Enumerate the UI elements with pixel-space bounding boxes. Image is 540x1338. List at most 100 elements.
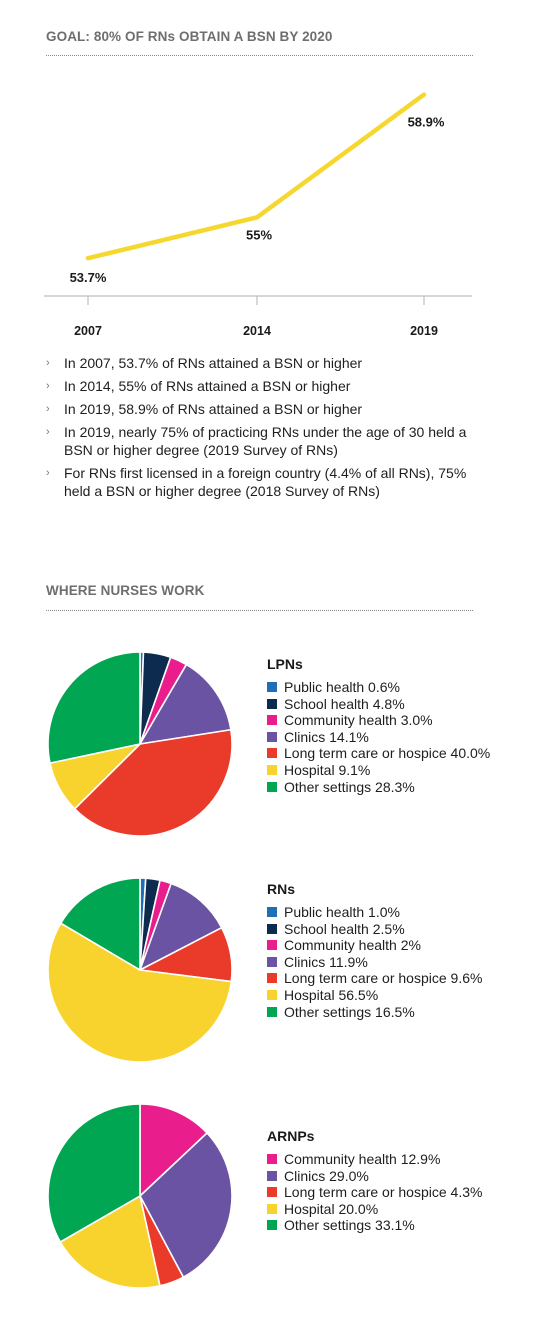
legend-label: Clinics 29.0% [284, 1167, 369, 1184]
legend-swatch [267, 1006, 277, 1017]
legend-label: Community health 3.0% [284, 712, 433, 729]
bullet-item: › In 2014, 55% of RNs attained a BSN or h… [46, 377, 486, 395]
chevron-right-icon: › [46, 357, 50, 369]
legend-swatch [267, 764, 277, 775]
legend-item: School health 4.8% [267, 696, 497, 713]
bullet-text: In 2007, 53.7% of RNs attained a BSN or … [64, 355, 363, 371]
legend-label: School health 4.8% [284, 695, 405, 712]
bullet-text: In 2014, 55% of RNs attained a BSN or hi… [64, 378, 351, 394]
pie-slice [139, 1132, 233, 1278]
legend-item: Community health 3.0% [267, 712, 497, 729]
legend-swatch [267, 1170, 277, 1181]
bullet-item: › For RNs first licensed in a foreign cou… [46, 464, 486, 500]
legend-swatch [267, 1187, 277, 1198]
bullet-text: In 2019, 58.9% of RNs attained a BSN or … [64, 401, 363, 417]
legend-swatch [267, 973, 277, 984]
section-divider [46, 610, 473, 611]
pie-slice [59, 1195, 161, 1289]
bullet-text: In 2019, nearly 75% of practicing RNs un… [64, 424, 467, 458]
legend-swatch [267, 748, 277, 759]
legend-item: Long term care or hospice 4.3% [267, 1184, 497, 1201]
legend-label: Clinics 11.9% [284, 953, 368, 970]
data-label: 58.9% [408, 115, 445, 130]
legend-swatch [267, 1154, 277, 1164]
pie-slice [47, 922, 233, 1063]
legend-label: Public health 1.0% [284, 904, 400, 920]
legend-label: Long term care or hospice 9.6% [284, 970, 483, 987]
legend-swatch [267, 731, 277, 742]
data-label: 53.7% [70, 270, 107, 285]
legend-item: School health 2.5% [267, 921, 497, 938]
legend-swatch [267, 781, 277, 792]
bsn-facts-list: › In 2007, 53.7% of RNs attained a BSN or… [46, 354, 486, 505]
work-section-title: WHERE NURSES WORK [46, 583, 205, 598]
legend-item: Hospital 9.1% [267, 762, 497, 779]
legend-item: Long term care or hospice 9.6% [267, 970, 497, 987]
pie-slice [139, 882, 223, 971]
x-tick-label: 2014 [243, 324, 271, 338]
bullet-item: › In 2019, nearly 75% of practicing RNs u… [46, 423, 486, 459]
legend-swatch [267, 1220, 277, 1231]
legend-swatch [267, 956, 277, 967]
legend-label: Hospital 9.1% [284, 761, 371, 778]
legend-item: Other settings 28.3% [267, 779, 497, 796]
bsn-section-title: GOAL: 80% OF RNs OBTAIN A BSN BY 2020 [46, 29, 333, 44]
x-tick-label: 2007 [74, 324, 102, 338]
legend-item: Long term care or hospice 40.0% [267, 745, 497, 762]
legend-label: Community health 2% [284, 937, 421, 954]
legend-item: Community health 12.9% [267, 1151, 497, 1168]
legend-label: Other settings 28.3% [284, 778, 415, 795]
legend-item: Other settings 16.5% [267, 1004, 497, 1021]
bsn-line-chart: 2007 2014 2019 53.7% 55% 58.9% [44, 92, 472, 338]
x-tick-label: 2019 [410, 324, 438, 338]
legend-swatch [267, 698, 277, 709]
rns-pie-chart [47, 877, 233, 1063]
pie-slice [47, 651, 141, 764]
legend-item: Public health 1.0% [267, 904, 497, 921]
pie-slice [47, 1103, 141, 1243]
legend-label: Long term care or hospice 40.0% [284, 745, 491, 762]
legend-item: Other settings 33.1% [267, 1217, 497, 1234]
bsn-series-line [85, 92, 427, 261]
legend-swatch [267, 1203, 277, 1214]
lpns-pie-chart [47, 651, 233, 837]
pie-slice [73, 728, 233, 837]
chevron-right-icon: › [46, 426, 50, 438]
chevron-right-icon: › [46, 380, 50, 392]
pie-slice [139, 663, 232, 745]
chevron-right-icon: › [46, 403, 50, 415]
legend-label: Hospital 20.0% [284, 1200, 379, 1217]
legend-swatch [267, 907, 277, 917]
legend-item: Community health 2% [267, 937, 497, 954]
legend-title: LPNs [267, 656, 303, 672]
legend-label: Long term care or hospice 4.3% [284, 1184, 483, 1201]
legend-item: Clinics 14.1% [267, 729, 497, 746]
legend-item: Hospital 20.0% [267, 1201, 497, 1218]
pie-slice [139, 1103, 208, 1197]
legend-swatch [267, 715, 277, 726]
legend-item: Public health 0.6% [267, 679, 497, 696]
lpns-legend: LPNs Public health 0.6% School health 4.8%… [267, 656, 497, 795]
legend-label: Community health 12.9% [284, 1151, 441, 1167]
arnps-legend: ARNPs Community health 12.9% Clinics 29.0%… [267, 1128, 497, 1234]
legend-label: Clinics 14.1% [284, 728, 369, 745]
bullet-text: For RNs first licensed in a foreign coun… [64, 465, 467, 499]
legend-swatch [267, 940, 277, 951]
legend-item: Hospital 56.5% [267, 987, 497, 1004]
legend-label: Other settings 16.5% [284, 1003, 415, 1020]
bullet-item: › In 2019, 58.9% of RNs attained a BSN or… [46, 400, 486, 418]
legend-item: Clinics 29.0% [267, 1168, 497, 1185]
chevron-right-icon: › [46, 467, 50, 479]
section-divider [46, 55, 473, 56]
legend-label: Other settings 33.1% [284, 1217, 415, 1234]
legend-label: Hospital 56.5% [284, 986, 379, 1003]
pie-slice [60, 877, 141, 971]
legend-swatch [267, 682, 277, 692]
legend-label: Public health 0.6% [284, 679, 400, 695]
legend-item: Clinics 11.9% [267, 954, 497, 971]
data-label: 55% [246, 227, 272, 242]
bullet-item: › In 2007, 53.7% of RNs attained a BSN or… [46, 354, 486, 372]
legend-label: School health 2.5% [284, 920, 405, 937]
rns-legend: RNs Public health 1.0% School health 2.5% C… [267, 881, 497, 1020]
legend-swatch [267, 989, 277, 1000]
